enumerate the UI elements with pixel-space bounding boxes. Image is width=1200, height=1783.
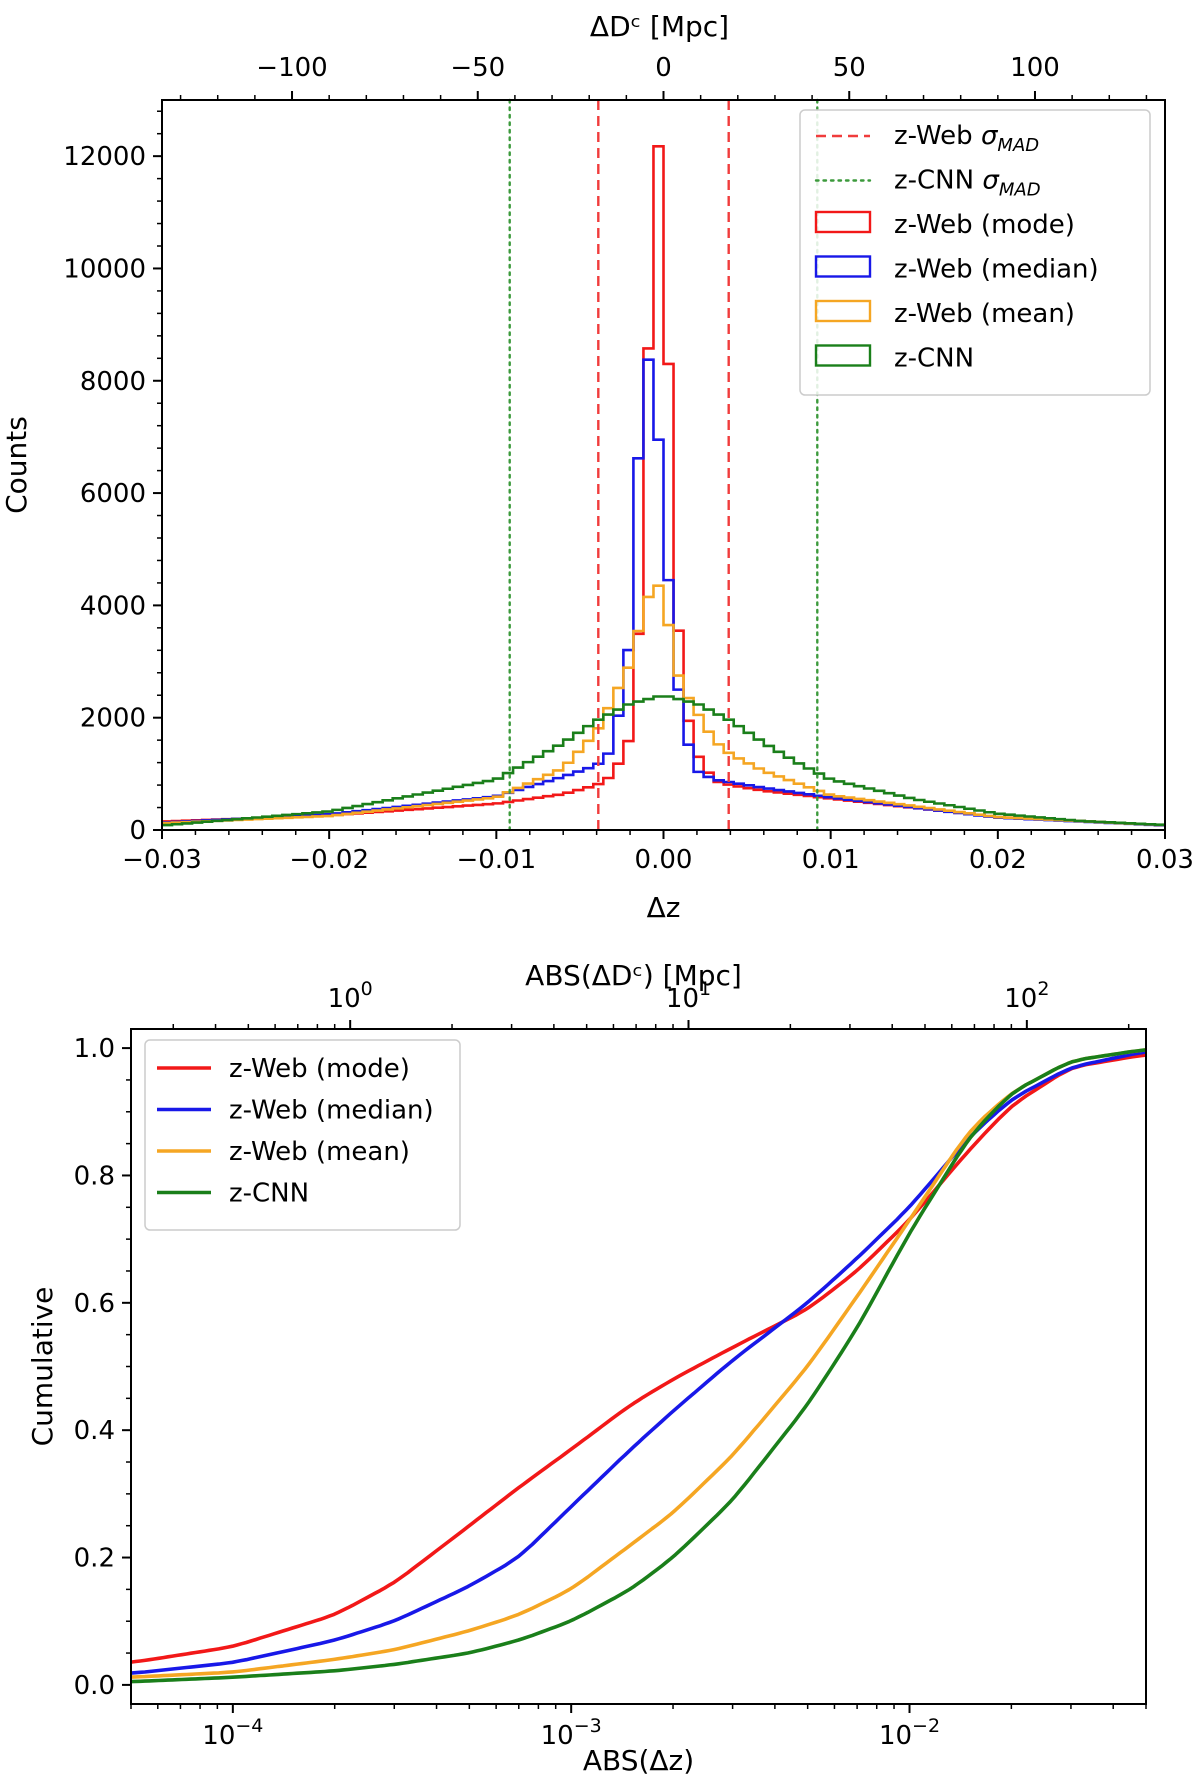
hist-top-xtick-label-2: 0: [655, 53, 672, 83]
cdf-ytick-label-0: 0.0: [74, 1671, 115, 1701]
cdf-legend-label-3: z-CNN: [229, 1179, 309, 1209]
hist-series-2: [162, 584, 1165, 827]
hist-series-3: [162, 695, 1165, 827]
cdf-series-2: [130, 1048, 1147, 1679]
hist-legend-series-label-1: z-Web (median): [894, 255, 1099, 285]
cdf-xtick-label-0-base: 10: [202, 1721, 235, 1751]
hist-xtick-label-3: 0.00: [635, 845, 693, 875]
hist-legend-label-text: z-CNN: [894, 166, 982, 196]
cdf-top-xtick-label-2-base: 10: [1004, 984, 1037, 1014]
hist-xtick-label-5: 0.02: [969, 845, 1027, 875]
hist-legend-series-label-3: z-CNN: [894, 344, 974, 374]
hist-legend-patch-1: [814, 255, 872, 278]
cdf-legend-label-0: z-Web (mode): [229, 1054, 410, 1084]
hist-legend-label-sigma: σ: [981, 121, 999, 151]
hist-legend-label-1: z-CNN σMAD: [894, 166, 1041, 201]
hist-legend-label-0: z-Web σMAD: [894, 121, 1039, 156]
hist-ytick-label-1: 2000: [80, 704, 146, 734]
hist-xtick-label-4: 0.01: [802, 845, 860, 875]
hist-ytick-label-4: 8000: [80, 367, 146, 397]
cdf-top-xtick-label-0-base: 10: [328, 984, 361, 1014]
hist-xtick-label-2: −0.01: [456, 845, 536, 875]
cdf-xtick-label-0: 10−4: [202, 1715, 263, 1751]
cdf-series-3: [130, 1048, 1147, 1684]
hist-legend-label-subscript: MAD: [999, 180, 1041, 201]
hist-ytick-label-0: 0: [129, 816, 146, 846]
hist-legend-patch-2: [814, 299, 872, 323]
cdf-ytick-label-2: 0.4: [74, 1416, 115, 1446]
hist-legend-label-text: z-Web: [894, 121, 981, 151]
cdf-top-xtick-label-0-exponent: 0: [361, 978, 373, 1000]
hist-ylabel: Counts: [0, 416, 33, 514]
hist-legend-label-sigma: σ: [982, 166, 1000, 196]
histogram-chart: −0.03 −0.02 −0.01 0.00 0.01 0.02 0.03 Δz 0 2000 40…: [0, 10, 1194, 924]
cdf-ytick-label-4: 0.8: [74, 1161, 115, 1191]
cdf-ytick-label-1: 0.2: [74, 1544, 115, 1574]
cdf-legend: [144, 1039, 461, 1231]
cdf-xtick-label-1-exponent: −3: [574, 1715, 602, 1737]
hist-legend-series-label-0: z-Web (mode): [894, 210, 1075, 240]
hist-legend-series-label-2: z-Web (mean): [894, 299, 1075, 329]
cdf-xtick-label-2-exponent: −2: [912, 1715, 940, 1737]
hist-top-xtick-label-0: −100: [256, 53, 327, 83]
cdf-xtick-label-1-base: 10: [541, 1721, 574, 1751]
cdf-top-xtick-label-2: 102: [1004, 978, 1049, 1014]
cdf-ytick-label-5: 1.0: [74, 1034, 115, 1064]
cdf-top-xlabel: ABS(ΔDᶜ) [Mpc]: [525, 959, 742, 992]
hist-top-xtick-label-1: −50: [450, 53, 505, 83]
hist-xtick-label-0: −0.03: [122, 845, 202, 875]
cdf-top-xtick-label-0: 100: [328, 978, 373, 1014]
cdf-ytick-label-3: 0.6: [74, 1289, 115, 1319]
cumulative-chart: 10−4 10−3 10−2ABS(Δz)0.00.20.40.60.81.0Cum…: [26, 959, 1147, 1777]
cdf-legend-label-2: z-Web (mean): [229, 1137, 410, 1167]
hist-legend: [799, 109, 1151, 396]
cdf-xtick-label-2-base: 10: [879, 1721, 912, 1751]
hist-ytick-label-5: 10000: [63, 254, 146, 284]
cdf-xtick-label-1: 10−3: [541, 1715, 602, 1751]
hist-xtick-label-1: −0.02: [289, 845, 369, 875]
hist-xtick-label-6: 0.03: [1136, 845, 1194, 875]
cdf-top-xtick-label-1: 101: [666, 978, 711, 1014]
hist-legend-label-subscript: MAD: [997, 135, 1039, 156]
cdf-top-xtick-label-2-exponent: 2: [1037, 978, 1049, 1000]
cdf-xtick-label-2: 10−2: [879, 1715, 940, 1751]
hist-ytick-label-3: 6000: [80, 479, 146, 509]
hist-top-xlabel: ΔDᶜ [Mpc]: [590, 10, 729, 43]
hist-legend-patch-0: [814, 210, 872, 234]
cdf-top-xtick-label-1-base: 10: [666, 984, 699, 1014]
cdf-series-0: [130, 1053, 1147, 1664]
hist-ytick-label-2: 4000: [80, 591, 146, 621]
hist-top-xtick-label-3: 50: [833, 53, 866, 83]
cdf-xlabel: ABS(Δz): [583, 1744, 694, 1777]
cdf-xtick-label-0-exponent: −4: [235, 1715, 263, 1737]
cdf-top-xtick-label-1-exponent: 1: [699, 978, 711, 1000]
cdf-legend-label-1: z-Web (median): [229, 1096, 434, 1126]
cdf-ylabel: Cumulative: [26, 1287, 59, 1447]
hist-top-xtick-label-4: 100: [1010, 53, 1060, 83]
hist-ytick-label-6: 12000: [63, 142, 146, 172]
hist-xlabel: Δz: [647, 891, 681, 924]
hist-legend-patch-3: [814, 344, 872, 367]
